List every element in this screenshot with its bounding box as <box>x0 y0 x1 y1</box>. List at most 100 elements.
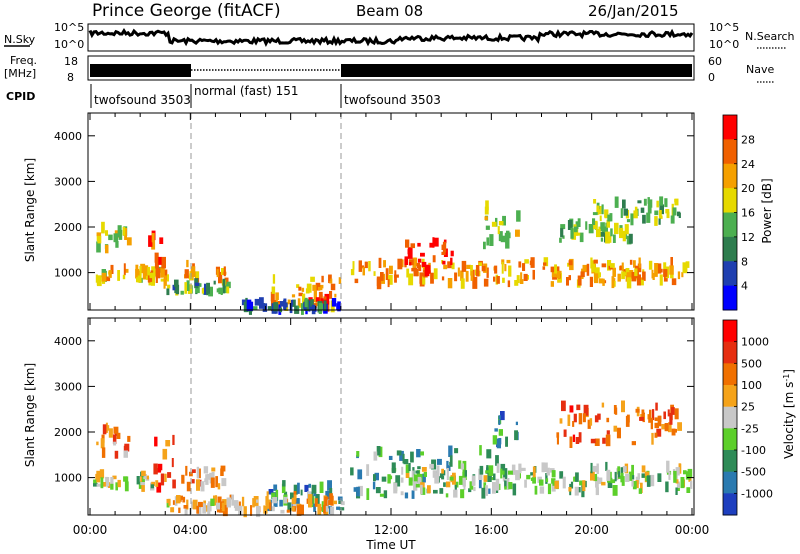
scatter-cell <box>472 277 478 289</box>
scatter-cell <box>430 272 434 284</box>
scatter-cell <box>222 278 226 289</box>
scatter-cell <box>642 214 646 224</box>
cpid-segment-label: normal (fast) 151 <box>194 84 298 98</box>
scatter-cell <box>281 483 286 494</box>
y-tick-label: 4000 <box>54 130 82 143</box>
scatter-cell <box>686 487 691 493</box>
scatter-cell <box>301 303 304 315</box>
colorbar-tick-label: -1000 <box>741 487 773 500</box>
scatter-cell <box>577 218 581 227</box>
scatter-cell <box>396 450 402 456</box>
scatter-cell <box>632 481 637 490</box>
scatter-cell <box>224 277 229 286</box>
y-tick-label: 2000 <box>54 426 82 439</box>
scatter-cell <box>605 461 608 471</box>
scatter-cell <box>295 498 300 506</box>
scatter-cell <box>492 482 496 494</box>
scatter-cell <box>621 400 625 413</box>
scatter-cell <box>217 483 221 490</box>
scatter-cell <box>559 418 563 424</box>
scatter-cell <box>126 476 129 484</box>
scatter-cell <box>657 415 662 427</box>
scatter-cell <box>479 465 484 475</box>
y-tick-label: 1000 <box>54 267 82 280</box>
scatter-cell <box>500 463 506 471</box>
scatter-cell <box>556 270 561 279</box>
scatter-cell <box>185 465 188 476</box>
scatter-cell <box>663 269 668 277</box>
scatter-cell <box>280 301 285 307</box>
power-y-axis-label: Slant Range [km] <box>23 158 37 262</box>
scatter-cell <box>483 241 486 250</box>
cpid-segment-label: twofsound 3503 <box>344 93 441 107</box>
scatter-cell <box>166 498 169 504</box>
scatter-cell <box>291 497 296 505</box>
scatter-cell <box>267 306 272 311</box>
scatter-cell <box>270 291 275 302</box>
scatter-cell <box>282 480 286 487</box>
colorbar-swatch <box>723 163 737 189</box>
scatter-cell <box>417 258 422 263</box>
scatter-cell <box>313 290 317 303</box>
scatter-cell <box>296 284 300 288</box>
nsky-trace <box>88 28 694 48</box>
scatter-cell <box>304 297 308 308</box>
scatter-cell <box>581 485 585 498</box>
scatter-cell <box>420 252 425 257</box>
scatter-cell <box>596 229 601 238</box>
scatter-cell <box>123 450 128 458</box>
scatter-cell <box>404 492 409 499</box>
colorbar-tick-label: 4 <box>741 280 748 293</box>
scatter-cell <box>138 481 144 489</box>
scatter-cell <box>485 470 489 474</box>
scatter-cell <box>498 221 504 226</box>
scatter-cell <box>659 204 664 215</box>
scatter-cell <box>478 262 482 266</box>
scatter-cell <box>108 234 113 241</box>
scatter-cell <box>311 484 317 494</box>
scatter-cell <box>246 299 252 311</box>
scatter-cell <box>470 265 473 276</box>
colorbar-swatch <box>723 320 737 343</box>
scatter-cell <box>203 466 209 474</box>
scatter-cell <box>291 294 296 298</box>
y-tick-label: 1000 <box>54 472 82 485</box>
scatter-cell <box>397 258 403 270</box>
scatter-cell <box>136 277 140 283</box>
beam-label: Beam 08 <box>356 2 423 20</box>
scatter-cell <box>566 277 569 286</box>
scatter-cell <box>534 485 538 495</box>
colorbar-tick-label: -100 <box>741 444 766 457</box>
scatter-cell <box>677 211 681 217</box>
colorbar-tick-label: 1000 <box>741 336 769 349</box>
scatter-cell <box>410 243 415 249</box>
scatter-cell <box>437 458 442 465</box>
scatter-cell <box>110 483 114 490</box>
scatter-cell <box>366 488 370 500</box>
scatter-cell <box>432 255 436 263</box>
scatter-cell <box>573 476 577 482</box>
scatter-cell <box>350 467 354 476</box>
x-axis-label: Time UT <box>365 538 416 552</box>
scatter-cell <box>592 212 598 216</box>
scatter-cell <box>202 503 206 510</box>
scatter-cell <box>582 480 586 492</box>
scatter-cell <box>433 268 438 280</box>
scatter-cell <box>286 509 290 513</box>
scatter-cell <box>330 506 335 515</box>
scatter-cell <box>654 422 659 429</box>
scatter-cell <box>631 479 634 487</box>
scatter-cell <box>593 465 598 472</box>
scatter-cell <box>646 475 651 487</box>
scatter-cell <box>485 225 490 230</box>
velocity-cells <box>93 400 693 518</box>
scatter-cell <box>252 306 258 310</box>
scatter-cell <box>442 241 447 253</box>
scatter-cell <box>544 462 548 472</box>
scatter-cell <box>180 495 183 500</box>
scatter-cell <box>172 284 176 291</box>
scatter-cell <box>550 281 554 287</box>
scatter-cell <box>197 283 202 287</box>
scatter-cell <box>554 480 559 489</box>
scatter-cell <box>108 270 112 278</box>
